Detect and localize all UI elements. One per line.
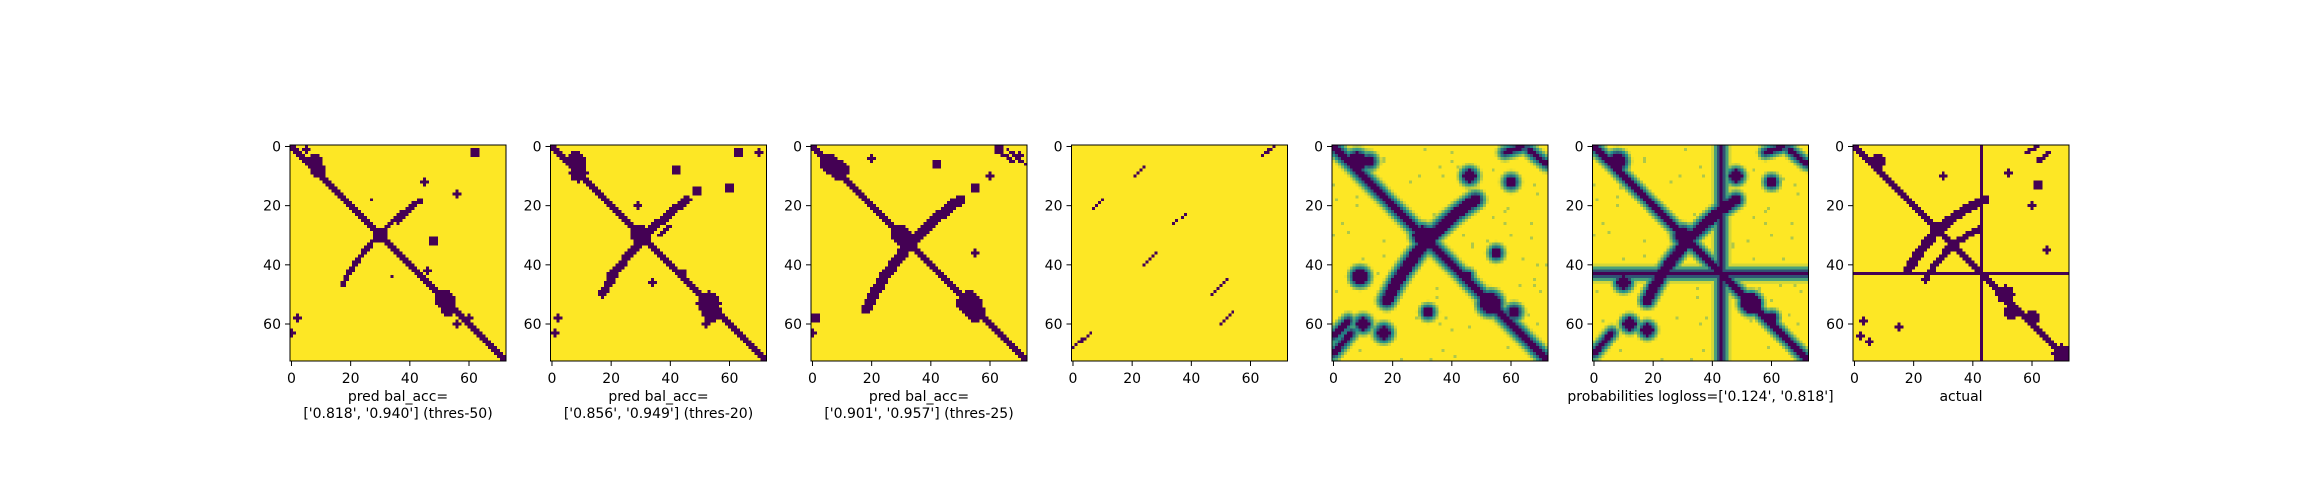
axes-frame xyxy=(1592,144,1809,362)
y-tick-label: 40 xyxy=(784,258,802,274)
x-tick-label: 60 xyxy=(1763,371,1781,387)
y-tick-label: 0 xyxy=(533,139,542,155)
x-tick-label: 0 xyxy=(1329,371,1338,387)
heatmap-image xyxy=(1592,145,1809,361)
x-tick-label: 60 xyxy=(1502,371,1520,387)
y-tick-label: 0 xyxy=(1835,139,1844,155)
x-axis-caption: ['0.818', '0.940'] (thres-50) xyxy=(303,406,492,422)
x-tick-label: 0 xyxy=(1069,371,1078,387)
y-tick-label: 60 xyxy=(1305,317,1323,333)
x-tick-label: 20 xyxy=(1644,371,1662,387)
x-axis-caption: ['0.901', '0.957'] (thres-25) xyxy=(824,406,1013,422)
y-tick-label: 0 xyxy=(1575,139,1584,155)
x-tick-label: 20 xyxy=(342,371,360,387)
x-tick-label: 60 xyxy=(1242,371,1260,387)
y-tick-label: 0 xyxy=(272,139,281,155)
x-axis-caption: pred bal_acc= xyxy=(608,389,708,405)
heatmap-image xyxy=(290,145,506,361)
x-tick-label: 40 xyxy=(1703,371,1721,387)
axes-frame xyxy=(1852,144,2070,362)
x-tick-label: 60 xyxy=(2023,371,2041,387)
heatmap-panel-3: 0 20 40 60 0 20 40 60 pred bal_acc=['0.901', '0.… xyxy=(784,139,1028,422)
axes-frame xyxy=(289,144,507,362)
heatmap-image xyxy=(550,145,767,361)
y-tick-label: 20 xyxy=(1826,199,1844,215)
heatmap-image xyxy=(1332,145,1548,361)
heatmap-panel-2: 0 20 40 60 0 20 40 60 pred bal_acc=['0.856', '0.… xyxy=(524,139,767,422)
heatmap-image xyxy=(811,145,1027,361)
y-tick-label: 60 xyxy=(1045,317,1063,333)
y-tick-label: 0 xyxy=(1314,139,1323,155)
y-tick-label: 20 xyxy=(1305,199,1323,215)
x-tick-label: 0 xyxy=(287,371,296,387)
x-tick-label: 20 xyxy=(1384,371,1402,387)
x-axis-caption: ['0.856', '0.949'] (thres-20) xyxy=(564,406,753,422)
x-axis-caption: actual xyxy=(1939,389,1982,405)
heatmap-image xyxy=(1853,145,2069,361)
x-tick-label: 40 xyxy=(1182,371,1200,387)
x-tick-label: 60 xyxy=(981,371,999,387)
y-tick-label: 40 xyxy=(1045,258,1063,274)
axes-frame xyxy=(810,144,1028,362)
y-tick-label: 40 xyxy=(1826,258,1844,274)
y-tick-label: 20 xyxy=(1566,199,1584,215)
x-tick-label: 40 xyxy=(661,371,679,387)
y-tick-label: 60 xyxy=(1566,317,1584,333)
axes-frame xyxy=(1071,144,1288,362)
y-tick-label: 60 xyxy=(263,317,281,333)
x-tick-label: 20 xyxy=(602,371,620,387)
y-tick-label: 0 xyxy=(1054,139,1063,155)
x-tick-label: 40 xyxy=(401,371,419,387)
heatmap-image xyxy=(1071,145,1288,361)
x-tick-label: 20 xyxy=(1123,371,1141,387)
x-tick-label: 60 xyxy=(460,371,478,387)
x-axis-caption: pred bal_acc= xyxy=(348,389,448,405)
x-axis-caption: probabilities logloss=['0.124', '0.818'] xyxy=(1567,389,1833,405)
x-tick-label: 0 xyxy=(548,371,557,387)
x-axis-caption: pred bal_acc= xyxy=(869,389,969,405)
heatmap-panel-5: 0 20 40 60 0 20 40 60 xyxy=(1305,139,1549,387)
heatmap-panel-6: 0 20 40 60 0 20 40 60 probabilities logloss=['0.… xyxy=(1566,139,1834,405)
y-tick-label: 40 xyxy=(263,258,281,274)
x-tick-label: 60 xyxy=(721,371,739,387)
heatmap-panel-1: 0 20 40 60 0 20 40 60 pred bal_acc=['0.818', '0.… xyxy=(263,139,507,422)
x-tick-label: 40 xyxy=(1443,371,1461,387)
x-tick-label: 40 xyxy=(1964,371,1982,387)
x-tick-label: 20 xyxy=(863,371,881,387)
axes-frame xyxy=(550,144,767,362)
y-tick-label: 40 xyxy=(524,258,542,274)
heatmap-panel-7: 0 20 40 60 0 20 40 60 actual xyxy=(1826,139,2070,405)
y-tick-label: 20 xyxy=(263,199,281,215)
y-tick-label: 40 xyxy=(1566,258,1584,274)
y-tick-label: 60 xyxy=(784,317,802,333)
y-tick-label: 60 xyxy=(524,317,542,333)
y-tick-label: 60 xyxy=(1826,317,1844,333)
x-tick-label: 20 xyxy=(1905,371,1923,387)
axes-frame xyxy=(1331,144,1549,362)
y-tick-label: 20 xyxy=(784,199,802,215)
x-tick-label: 0 xyxy=(1850,371,1859,387)
x-tick-label: 40 xyxy=(922,371,940,387)
y-tick-label: 40 xyxy=(1305,258,1323,274)
y-tick-label: 20 xyxy=(1045,199,1063,215)
heatmap-panel-4: 0 20 40 60 0 20 40 60 xyxy=(1045,139,1288,387)
y-tick-label: 20 xyxy=(524,199,542,215)
x-tick-label: 0 xyxy=(808,371,817,387)
y-tick-label: 0 xyxy=(793,139,802,155)
x-tick-label: 0 xyxy=(1590,371,1599,387)
